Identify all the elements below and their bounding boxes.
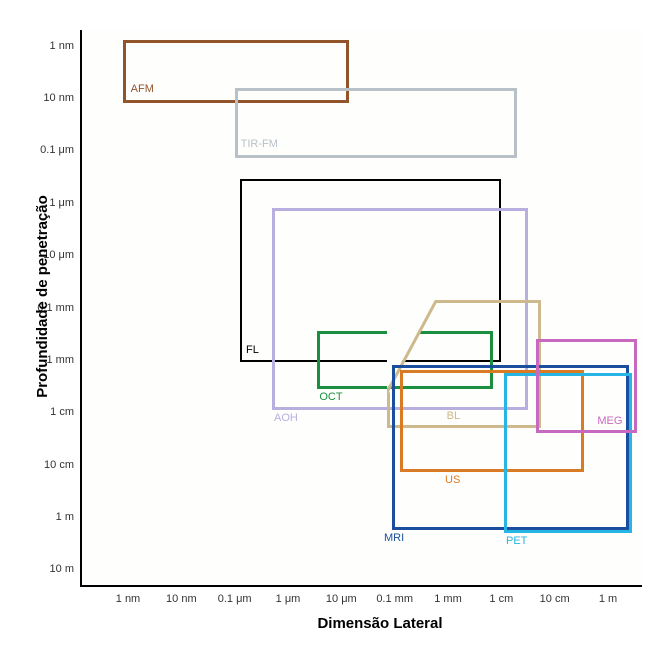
imaging-modality-chart: 1 nm 10 nm 0.1 μm 1 μm 10 μm 0.1 mm 1 mm 1 cm 10… <box>20 20 647 651</box>
y-tick: 1 nm <box>24 40 74 52</box>
box-label-mri: MRI <box>384 532 404 544</box>
y-axis-label: Profundidade de penetração <box>34 130 51 463</box>
y-tick: 10 nm <box>24 92 74 104</box>
y-tick: 1 m <box>24 511 74 523</box>
box-label-afm: AFM <box>131 83 154 95</box>
x-tick: 1 nm <box>116 593 140 605</box>
x-tick: 1 cm <box>489 593 513 605</box>
x-tick: 1 mm <box>434 593 462 605</box>
box-label-fl: FL <box>246 344 259 356</box>
x-tick: 10 cm <box>540 593 570 605</box>
box-label-pet: PET <box>506 535 527 547</box>
x-tick: 1 μm <box>276 593 301 605</box>
y-tick: 10 m <box>24 563 74 575</box>
x-tick: 0.1 μm <box>218 593 252 605</box>
x-tick: 0.1 mm <box>376 593 413 605</box>
x-axis-label: Dimensão Lateral <box>280 615 480 632</box>
box-label-us: US <box>445 474 460 486</box>
box-label-meg: MEG <box>597 415 622 427</box>
x-tick: 10 μm <box>326 593 357 605</box>
x-tick: 1 m <box>599 593 617 605</box>
box-label-aoh: AOH <box>274 412 298 424</box>
box-label-tirfm: TIR-FM <box>241 138 278 150</box>
box-label-oct: OCT <box>319 391 342 403</box>
x-tick: 10 nm <box>166 593 197 605</box>
